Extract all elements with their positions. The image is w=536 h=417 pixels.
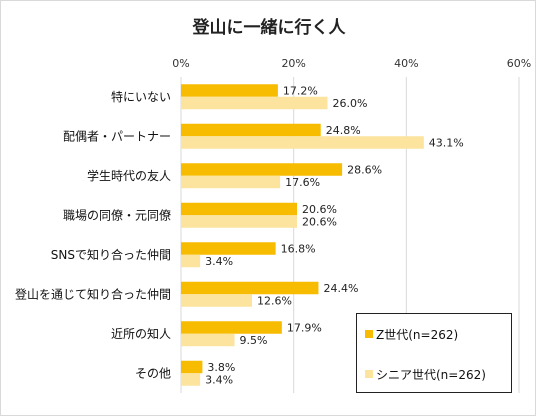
bar-gen-z-1 (181, 84, 278, 97)
bar-senior-2 (181, 136, 424, 149)
data-label-senior-3: 17.6% (285, 176, 320, 189)
bar-gen-z-6 (181, 281, 319, 295)
data-label-senior-1: 26.0% (332, 97, 367, 110)
legend-swatch-senior (365, 370, 373, 378)
bar-gen-z-5 (181, 242, 276, 255)
data-label-senior-2: 43.1% (429, 137, 464, 150)
legend: Z世代(n=262) シニア世代(n=262) (356, 313, 512, 393)
data-label-gen-z-5: 16.8% (281, 243, 316, 256)
data-label-gen-z-7: 17.9% (287, 322, 322, 335)
data-label-gen-z-2: 24.8% (326, 124, 361, 137)
bar-gen-z-2 (181, 123, 321, 137)
category-label-7: 近所の知人 (111, 327, 171, 341)
bar-gen-z-7 (181, 321, 282, 334)
legend-label-gen-z: Z世代(n=262) (376, 327, 459, 342)
bar-gen-z-3 (181, 163, 343, 176)
data-label-senior-7: 9.5% (240, 334, 268, 347)
data-label-senior-5: 3.4% (205, 255, 233, 268)
data-label-gen-z-1: 17.2% (283, 85, 318, 98)
category-label-5: SNSで知り合った仲間 (51, 247, 171, 262)
tick-label-40: 40% (394, 57, 418, 70)
bar-senior-1 (181, 96, 328, 110)
legend-item-gen-z: Z世代(n=262) (365, 323, 503, 345)
legend-item-senior: シニア世代(n=262) (365, 363, 503, 385)
bar-gen-z-8 (181, 360, 203, 374)
bars (181, 84, 424, 386)
tick-label-60: 60% (507, 57, 531, 70)
data-label-senior-4: 20.6% (302, 216, 337, 229)
bar-senior-3 (181, 175, 281, 189)
bar-senior-8 (181, 373, 201, 386)
category-label-1: 特にいない (111, 89, 171, 104)
bar-senior-6 (181, 294, 252, 307)
bar-senior-4 (181, 215, 298, 228)
category-label-8: その他 (135, 366, 171, 380)
tick-label-20: 20% (281, 57, 305, 70)
legend-swatch-gen-z (365, 330, 373, 338)
chart-title: 登山に一緒に行く人 (192, 17, 347, 38)
data-label-gen-z-4: 20.6% (302, 203, 337, 216)
category-label-3: 学生時代の友人 (87, 168, 171, 183)
bar-senior-7 (181, 333, 235, 347)
data-label-senior-6: 12.6% (257, 295, 292, 308)
data-label-gen-z-3: 28.6% (347, 164, 382, 177)
category-label-6: 登山を通じて知り合った仲間 (15, 286, 171, 301)
data-labels: 17.2% 26.0% 24.8% 43.1% 28.6% 17.6% 20.6%20.6%… (205, 85, 464, 387)
x-axis-ticks: 0% 20% 40% 60% (172, 57, 531, 70)
legend-label-senior: シニア世代(n=262) (376, 367, 486, 382)
bar-gen-z-4 (181, 202, 298, 216)
category-label-2: 配偶者・パートナー (63, 129, 171, 143)
data-label-gen-z-8: 3.8% (207, 361, 235, 374)
category-label-4: 職場の同僚・元同僚 (63, 207, 171, 222)
bar-senior-5 (181, 254, 201, 268)
data-label-gen-z-6: 24.4% (323, 282, 358, 295)
data-label-senior-8: 3.4% (205, 374, 233, 387)
tick-label-0: 0% (172, 57, 189, 70)
